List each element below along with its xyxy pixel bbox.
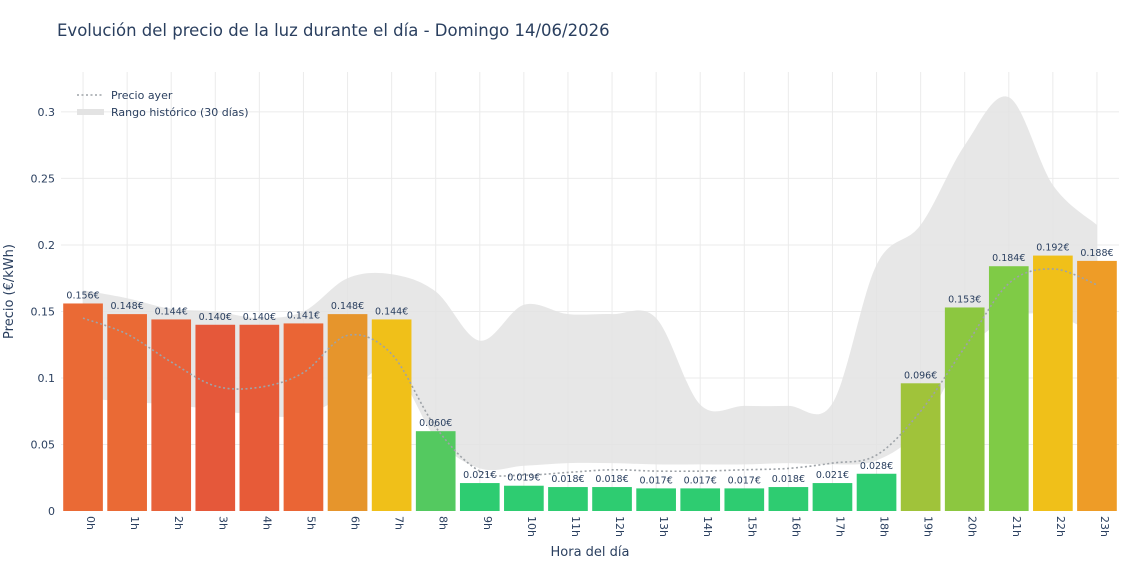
data-label-6h: 0.148€: [331, 301, 364, 312]
bar-17h: [812, 483, 853, 511]
x-tick-label-2h: 2h: [172, 516, 185, 530]
bar-22h: [1033, 255, 1073, 511]
x-tick-label-16h: 16h: [789, 516, 802, 537]
yesterday-price-line: [82, 268, 1098, 477]
bar-15h: [724, 488, 765, 511]
x-tick-label-20h: 20h: [966, 516, 979, 537]
y-tick-label: 0.25: [31, 172, 56, 185]
y-tick-label: 0.1: [38, 372, 56, 385]
yesterday-line-layer: [82, 268, 1098, 477]
y-tick-label: 0: [48, 505, 55, 518]
x-tick-label-4h: 4h: [260, 516, 273, 530]
x-tick-label-11h: 11h: [569, 516, 582, 537]
bar-10h: [504, 485, 544, 511]
bar-8h: [415, 431, 456, 511]
y-tick-label: 0.3: [38, 106, 56, 119]
x-tick-label-19h: 19h: [922, 516, 935, 537]
x-tick-label-14h: 14h: [701, 516, 714, 537]
x-tick-label-23h: 23h: [1098, 516, 1111, 537]
bar-16h: [768, 487, 809, 511]
bar-2h: [151, 319, 192, 511]
y-tick-label: 0.05: [31, 438, 56, 451]
data-label-3h: 0.140€: [199, 312, 232, 323]
data-label-17h: 0.021€: [816, 470, 849, 481]
x-tick-label-13h: 13h: [657, 516, 670, 537]
bar-0h: [63, 303, 103, 511]
x-tick-label-3h: 3h: [216, 516, 229, 530]
bar-6h: [327, 314, 368, 511]
bar-21h: [988, 266, 1029, 511]
y-tick-label: 0.2: [38, 239, 56, 252]
data-label-2h: 0.144€: [155, 306, 188, 317]
data-label-7h: 0.144€: [375, 306, 408, 317]
bar-3h: [195, 324, 236, 511]
bar-18h: [856, 473, 897, 511]
bar-7h: [371, 319, 412, 511]
x-tick-label-1h: 1h: [128, 516, 141, 530]
data-label-22h: 0.192€: [1036, 243, 1069, 254]
x-tick-label-22h: 22h: [1054, 516, 1067, 537]
x-tick-label-8h: 8h: [437, 516, 450, 530]
x-tick-label-17h: 17h: [833, 516, 846, 537]
axis-layer: 0 0.05 0.1 0.15 0.2 0.25 0.3 0h 1h 2h 3h 4h 5h 6h 7h 8h…: [2, 106, 1111, 560]
x-tick-label-6h: 6h: [349, 516, 362, 530]
data-label-16h: 0.018€: [772, 474, 805, 485]
data-label-14h: 0.017€: [684, 475, 717, 486]
data-label-0h: 0.156€: [66, 290, 99, 301]
data-label-1h: 0.148€: [111, 301, 144, 312]
data-label-8h: 0.060€: [419, 418, 452, 429]
x-axis-title: Hora del día: [551, 545, 630, 560]
legend-label-range: Rango histórico (30 días): [111, 106, 249, 119]
chart-title: Evolución del precio de la luz durante e…: [57, 21, 610, 40]
data-label-21h: 0.184€: [992, 253, 1025, 264]
data-label-19h: 0.096€: [904, 370, 937, 381]
bar-20h: [944, 307, 985, 511]
x-tick-label-0h: 0h: [84, 516, 97, 530]
x-tick-label-15h: 15h: [745, 516, 758, 537]
data-label-4h: 0.140€: [243, 312, 276, 323]
bar-13h: [636, 488, 676, 511]
data-label-20h: 0.153€: [948, 294, 981, 305]
x-tick-label-21h: 21h: [1010, 516, 1023, 537]
data-label-11h: 0.018€: [551, 474, 584, 485]
bar-5h: [283, 323, 324, 511]
bar-12h: [592, 487, 632, 511]
data-label-18h: 0.028€: [860, 461, 893, 472]
x-tick-label-9h: 9h: [481, 516, 494, 530]
x-tick-label-18h: 18h: [878, 516, 891, 537]
x-tick-label-10h: 10h: [525, 516, 538, 537]
legend-label-yesterday: Precio ayer: [111, 89, 173, 102]
x-tick-label-12h: 12h: [613, 516, 626, 537]
data-label-5h: 0.141€: [287, 310, 320, 321]
bar-layer: [63, 255, 1117, 511]
data-label-9h: 0.021€: [463, 470, 496, 481]
data-label-13h: 0.017€: [640, 475, 673, 486]
data-label-23h: 0.188€: [1080, 248, 1113, 259]
data-label-layer: 0.156€ 0.148€ 0.144€ 0.140€ 0.140€ 0.141€ 0.14…: [66, 243, 1113, 487]
bar-4h: [239, 324, 280, 511]
x-tick-label-5h: 5h: [304, 516, 317, 530]
data-label-10h: 0.019€: [507, 473, 540, 484]
bar-1h: [107, 314, 147, 511]
bar-19h: [900, 383, 941, 511]
legend-swatch-range: [77, 109, 104, 115]
data-label-15h: 0.017€: [728, 475, 761, 486]
data-label-12h: 0.018€: [595, 474, 628, 485]
y-axis-title: Precio (€/kWh): [2, 244, 17, 339]
bar-11h: [548, 487, 588, 511]
legend: Precio ayer Rango histórico (30 días): [77, 89, 249, 119]
bar-9h: [459, 483, 500, 511]
bar-23h: [1077, 260, 1117, 511]
bar-14h: [680, 488, 721, 511]
y-tick-label: 0.15: [31, 305, 56, 318]
x-tick-label-7h: 7h: [393, 516, 406, 530]
